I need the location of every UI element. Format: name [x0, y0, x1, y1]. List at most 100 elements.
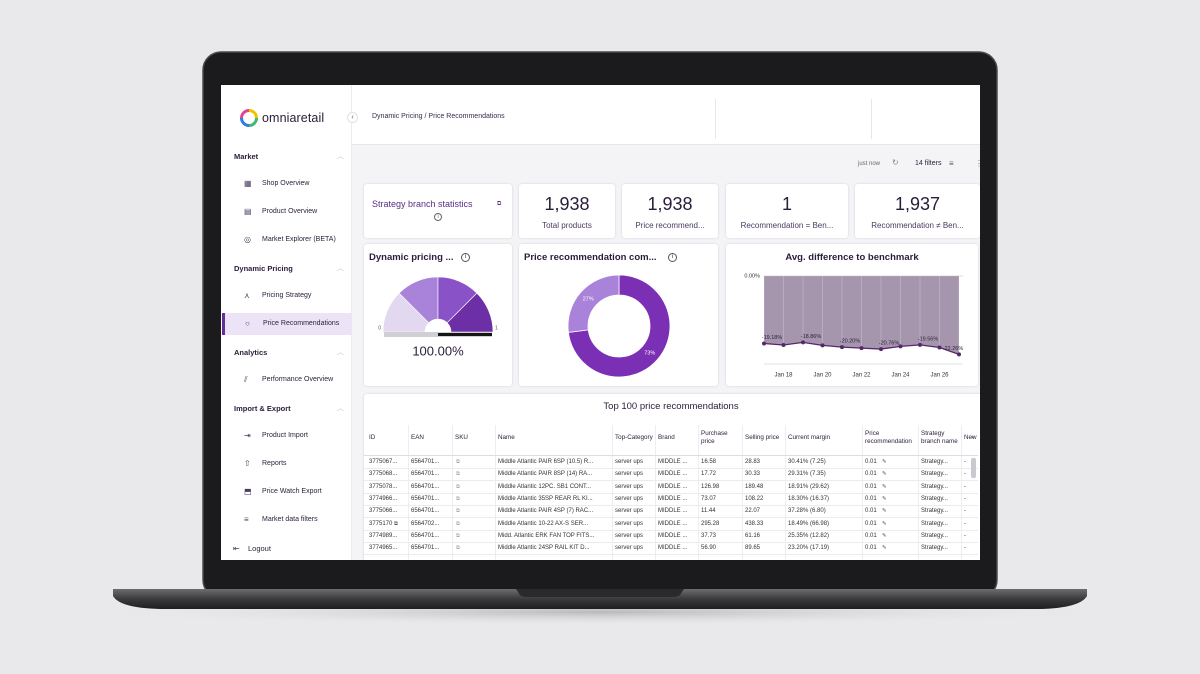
nav-item[interactable]: ⬒ Price Watch Export: [222, 481, 352, 503]
row-divider: [364, 541, 978, 543]
column-header[interactable]: Name: [498, 421, 612, 455]
logout[interactable]: Logout: [248, 544, 271, 553]
filters-button[interactable]: 14 filters: [915, 160, 942, 167]
nav-item[interactable]: ▦ Shop Overview: [222, 173, 352, 195]
laptop-base: [113, 589, 1087, 609]
nav-item-label: Price Recommendations: [263, 320, 340, 327]
column-header[interactable]: Brand: [658, 421, 698, 455]
section-chevron[interactable]: ︿: [337, 405, 344, 412]
gauge-title: Dynamic pricing ...: [369, 252, 454, 263]
breadcrumb[interactable]: Dynamic Pricing / Price Recommendations: [372, 113, 505, 120]
sku-icon[interactable]: ⧉: [456, 483, 460, 490]
table-cell: 30.33: [745, 471, 761, 478]
column-header[interactable]: Purchase price: [701, 421, 742, 455]
table-cell: Middle Atlantic PAIR 4SP (7) RAC...: [498, 508, 594, 515]
filter-icon[interactable]: ≡: [949, 159, 954, 168]
column-header[interactable]: EAN: [411, 421, 452, 455]
logo-arc: [240, 109, 250, 119]
stat-card: 1,938 Total products: [519, 184, 615, 238]
table-cell: 6564701...: [411, 545, 440, 552]
nav-item[interactable]: ⇧ Reports: [222, 453, 352, 475]
info-icon[interactable]: i: [668, 253, 677, 262]
column-header[interactable]: Top-Category: [615, 421, 655, 455]
nav-item[interactable]: ○ Price Recommendations: [222, 313, 352, 335]
stats-title[interactable]: Strategy branch statistics: [372, 199, 473, 209]
table-cell: 25.35% (12.82): [788, 532, 830, 539]
header-bar: [352, 85, 980, 145]
table-cell: 0.01: [865, 471, 877, 478]
donut-title: Price recommendation com...: [524, 252, 657, 263]
stat-value: 1,937: [894, 194, 941, 214]
logout-icon: ⇤: [233, 544, 240, 553]
edit-icon[interactable]: ✎: [882, 471, 887, 478]
column-header[interactable]: Strategy branch name: [921, 421, 961, 455]
row-divider: [364, 554, 978, 556]
edit-icon[interactable]: ✎: [882, 532, 887, 539]
column-header[interactable]: Price recommendation: [865, 421, 918, 455]
section-chevron[interactable]: ︿: [337, 349, 344, 356]
table-cell: 3774965...: [369, 545, 398, 552]
table-cell: -: [964, 545, 966, 552]
sku-icon[interactable]: ⧉: [456, 520, 460, 527]
column-header[interactable]: New: [964, 421, 980, 455]
nav-item-label: Reports: [262, 460, 287, 467]
column-header[interactable]: Current margin: [788, 421, 862, 455]
nav-item[interactable]: ⋏ Pricing Strategy: [222, 285, 352, 307]
table-cell: 3775066...: [369, 508, 398, 515]
stat-value: 1,938: [544, 194, 590, 214]
column-divider: [452, 425, 453, 560]
edit-icon[interactable]: ✎: [882, 459, 887, 465]
table-cell: MIDDLE ...: [658, 471, 688, 478]
edit-icon[interactable]: ✎: [882, 483, 887, 490]
column-header-label: New: [964, 434, 977, 441]
sku-icon[interactable]: ⧉: [456, 471, 460, 478]
nav-item[interactable]: ⇥ Product Import: [222, 425, 352, 447]
sku-icon[interactable]: ⧉: [456, 495, 460, 502]
edit-icon[interactable]: ✎: [882, 520, 887, 527]
table-cell: 295.28: [701, 520, 720, 527]
column-divider: [698, 425, 699, 560]
stats-title-card: Strategy branch statistics ⧉ i: [364, 184, 512, 238]
refresh-button[interactable]: ↻: [892, 158, 899, 167]
table-cell: 18.49% (66.98): [788, 520, 830, 527]
column-header[interactable]: ID: [369, 421, 408, 455]
row-divider: [364, 517, 978, 519]
nav-item[interactable]: ◎ Market Explorer (BETA): [222, 229, 352, 251]
nav-item-label: Product Overview: [262, 208, 318, 215]
column-divider: [655, 425, 656, 560]
column-header[interactable]: Selling price: [745, 421, 785, 455]
edit-icon[interactable]: ✎: [882, 545, 887, 552]
scrollbar-thumb[interactable]: [971, 458, 976, 478]
info-icon[interactable]: i: [434, 213, 442, 221]
table-cell: server ups: [615, 545, 644, 552]
external-link-icon[interactable]: ⧉: [497, 201, 502, 207]
stat-label: Total products: [542, 221, 592, 230]
column-header-label: Name: [498, 434, 515, 441]
column-header-label: Purchase price: [701, 430, 728, 445]
nav-section-title: Dynamic Pricing: [234, 264, 293, 273]
row-divider: [364, 480, 978, 482]
edit-icon[interactable]: ✎: [882, 508, 887, 515]
sku-icon[interactable]: ⧉: [456, 532, 460, 539]
sku-icon[interactable]: ⧉: [456, 508, 460, 515]
sku-icon[interactable]: ⧉: [456, 459, 460, 465]
sku-icon[interactable]: ⧉: [456, 545, 460, 552]
nav-item[interactable]: ⫽ Performance Overview: [222, 369, 352, 391]
section-chevron[interactable]: ︿: [337, 153, 344, 160]
table-cell: 37.28% (6.80): [788, 508, 826, 515]
table-cell: Strategy...: [921, 495, 948, 502]
edit-icon[interactable]: ⧉: [394, 520, 398, 527]
logo-text: omniaretail: [262, 111, 325, 125]
collapse-sidebar-button[interactable]: ‹: [347, 112, 358, 123]
section-chevron[interactable]: ︿: [337, 265, 344, 272]
sort-chevron[interactable]: ⌄: [970, 434, 976, 440]
nav-item[interactable]: ≡ Market data filters: [222, 509, 352, 531]
info-icon[interactable]: i: [461, 253, 470, 262]
nav-item[interactable]: ▤ Product Overview: [222, 201, 352, 223]
header-divider: [715, 99, 716, 139]
table-cell: 22.07: [745, 508, 761, 515]
more-menu[interactable]: ⋮: [975, 159, 980, 168]
column-header[interactable]: SKU: [455, 421, 495, 455]
stat-value: 1: [781, 194, 792, 214]
edit-icon[interactable]: ✎: [882, 495, 887, 502]
